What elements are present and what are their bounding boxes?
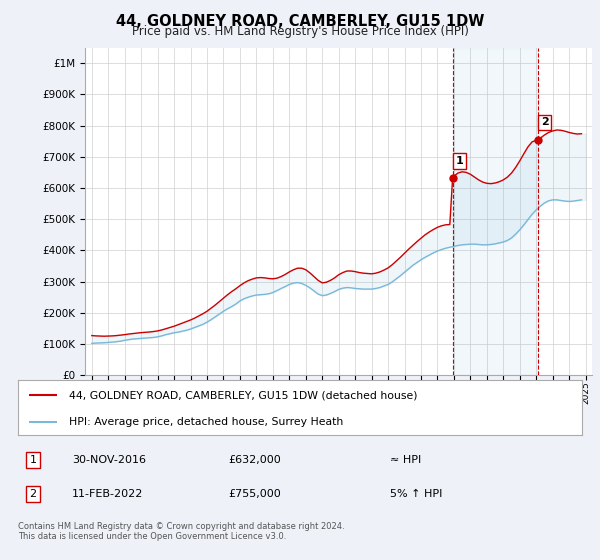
Text: 11-FEB-2022: 11-FEB-2022 (72, 489, 143, 499)
Text: 2: 2 (541, 118, 548, 128)
Bar (452, 48, 538, 375)
Text: 1: 1 (29, 455, 37, 465)
Text: 5% ↑ HPI: 5% ↑ HPI (390, 489, 442, 499)
Text: 44, GOLDNEY ROAD, CAMBERLEY, GU15 1DW: 44, GOLDNEY ROAD, CAMBERLEY, GU15 1DW (116, 14, 484, 29)
Text: 44, GOLDNEY ROAD, CAMBERLEY, GU15 1DW (detached house): 44, GOLDNEY ROAD, CAMBERLEY, GU15 1DW (d… (69, 390, 417, 400)
Text: ≈ HPI: ≈ HPI (390, 455, 421, 465)
Text: 2: 2 (29, 489, 37, 499)
Text: HPI: Average price, detached house, Surrey Heath: HPI: Average price, detached house, Surr… (69, 418, 343, 427)
Text: Price paid vs. HM Land Registry's House Price Index (HPI): Price paid vs. HM Land Registry's House … (131, 25, 469, 38)
Text: £755,000: £755,000 (228, 489, 281, 499)
Text: £632,000: £632,000 (228, 455, 281, 465)
Text: 30-NOV-2016: 30-NOV-2016 (72, 455, 146, 465)
Text: Contains HM Land Registry data © Crown copyright and database right 2024.
This d: Contains HM Land Registry data © Crown c… (18, 522, 344, 542)
Text: 1: 1 (455, 156, 463, 166)
